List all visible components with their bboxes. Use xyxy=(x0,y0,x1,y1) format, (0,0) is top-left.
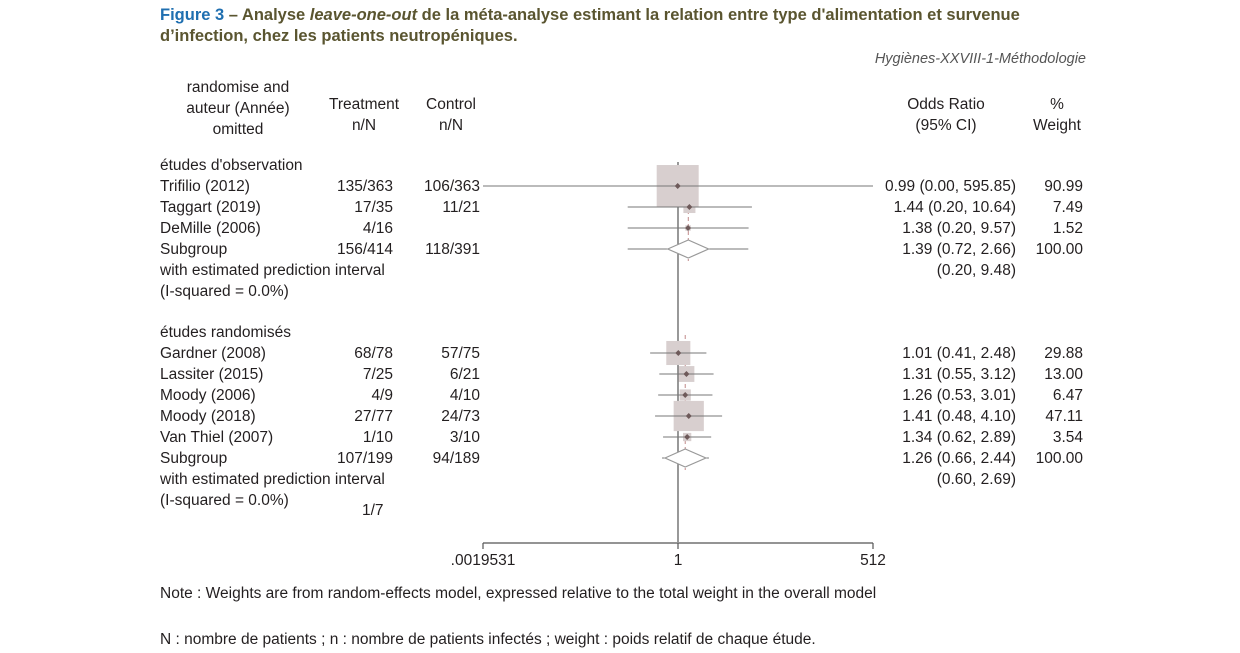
title-line2: d’infection, chez les patients neutropén… xyxy=(160,27,518,45)
study-weight: 7.49 xyxy=(1052,199,1083,216)
study-point-estimate xyxy=(674,183,681,189)
prediction-interval-label: with estimated prediction interval xyxy=(160,262,385,279)
study-control: 11/21 xyxy=(442,199,480,216)
header-treatment: Treatment n/N xyxy=(318,94,410,136)
study-treatment: 4/16 xyxy=(362,220,393,237)
header-control-line2: n/N xyxy=(438,117,464,134)
title-italic: leave-one-out xyxy=(309,6,418,24)
study-point-estimate xyxy=(685,225,692,231)
subgroup-control: 118/391 xyxy=(425,241,480,258)
study-point-estimate xyxy=(685,413,692,419)
study-or: 1.44 (0.20, 10.64) xyxy=(893,199,1016,216)
header-odds-ratio: Odds Ratio (95% CI) xyxy=(896,94,996,136)
header-study: randomise and auteur (Année) omitted xyxy=(168,77,308,140)
study-name: Taggart (2019) xyxy=(160,199,261,216)
weights-note: Note : Weights are from random-effects m… xyxy=(160,585,877,602)
study-name: Lassiter (2015) xyxy=(160,366,264,383)
x-axis-tick-label: 1 xyxy=(674,552,683,569)
study-control: 3/10 xyxy=(449,429,480,446)
study-point-estimate xyxy=(686,204,693,210)
study-weight: 90.99 xyxy=(1044,178,1083,195)
header-control-line1: Control xyxy=(426,96,476,113)
study-or: 1.41 (0.48, 4.10) xyxy=(902,408,1016,425)
header-weight: % Weight xyxy=(1024,94,1090,136)
i-squared: (I-squared = 0.0%) xyxy=(160,492,289,509)
study-name: Trifilio (2012) xyxy=(160,178,250,195)
study-control: 106/363 xyxy=(423,178,480,195)
study-or: 1.38 (0.20, 9.57) xyxy=(902,220,1016,237)
study-treatment: 4/9 xyxy=(371,387,393,404)
study-weight: 3.54 xyxy=(1052,429,1083,446)
source-credit: Hygiènes-XXVIII-1-Méthodologie xyxy=(874,51,1086,67)
subgroup-treatment: 107/199 xyxy=(336,450,393,467)
study-name: Gardner (2008) xyxy=(160,345,266,362)
subgroup-diamond xyxy=(666,239,711,259)
study-treatment: 135/363 xyxy=(336,178,393,195)
study-control: 24/73 xyxy=(441,408,480,425)
study-name: Moody (2018) xyxy=(160,408,256,425)
study-point-estimate xyxy=(682,392,689,398)
study-control: 4/10 xyxy=(449,387,480,404)
header-treatment-line2: n/N xyxy=(351,117,377,134)
study-weight: 13.00 xyxy=(1044,366,1083,383)
header-control: Control n/N xyxy=(414,94,488,136)
study-weight: 1.52 xyxy=(1052,220,1083,237)
group-label-randomised: études randomisés xyxy=(160,324,291,341)
subgroup-control: 94/189 xyxy=(432,450,480,467)
subgroup-weight: 100.00 xyxy=(1035,241,1083,258)
header-study-line1: randomise and xyxy=(186,79,290,96)
study-treatment: 27/77 xyxy=(354,408,393,425)
study-weight: 6.47 xyxy=(1052,387,1083,404)
study-name: Van Thiel (2007) xyxy=(160,429,274,446)
study-name: DeMille (2006) xyxy=(160,220,261,237)
study-point-estimate xyxy=(683,371,690,377)
study-name: Moody (2006) xyxy=(160,387,256,404)
subgroup-or: 1.39 (0.72, 2.66) xyxy=(902,241,1016,258)
prediction-interval-value: (0.20, 9.48) xyxy=(936,262,1016,279)
group-label-observation: études d'observation xyxy=(160,157,303,174)
study-treatment: 17/35 xyxy=(354,199,393,216)
header-study-line2: auteur (Année) xyxy=(186,100,290,117)
i-squared: (I-squared = 0.0%) xyxy=(160,283,289,300)
study-or: 1.26 (0.53, 3.01) xyxy=(902,387,1016,404)
subgroup-name: Subgroup xyxy=(160,241,228,258)
title-sep: – xyxy=(224,6,242,24)
study-or: 0.99 (0.00, 595.85) xyxy=(885,178,1016,195)
study-point-estimate xyxy=(684,434,691,440)
study-point-estimate xyxy=(675,350,682,356)
study-control: 57/75 xyxy=(441,345,480,362)
study-treatment: 1/10 xyxy=(362,429,393,446)
study-or: 1.34 (0.62, 2.89) xyxy=(902,429,1016,446)
study-treatment: 7/25 xyxy=(362,366,393,383)
prediction-interval-value: (0.60, 2.69) xyxy=(936,471,1016,488)
header-or-line2: (95% CI) xyxy=(915,117,977,134)
x-axis-tick-label: 512 xyxy=(860,552,886,569)
figure-title: Figure 3 – Analyse leave-one-out de la m… xyxy=(160,5,1020,47)
study-weight: 29.88 xyxy=(1044,345,1083,362)
header-study-line3: omitted xyxy=(212,121,264,138)
study-weight: 47.11 xyxy=(1045,408,1083,425)
abbreviation-legend: N : nombre de patients ; n : nombre de p… xyxy=(160,631,816,648)
title-part1: Analyse xyxy=(241,6,310,24)
header-or-line1: Odds Ratio xyxy=(907,96,985,113)
subgroup-diamond xyxy=(663,448,708,468)
header-treatment-line1: Treatment xyxy=(328,96,400,113)
subgroup-treatment: 156/414 xyxy=(336,241,393,258)
study-or: 1.01 (0.41, 2.48) xyxy=(902,345,1016,362)
extra-count: 1/7 xyxy=(362,502,384,519)
header-weight-line2: Weight xyxy=(1033,117,1081,134)
figure-number: Figure 3 xyxy=(160,6,225,24)
study-or: 1.31 (0.55, 3.12) xyxy=(902,366,1016,383)
subgroup-weight: 100.00 xyxy=(1035,450,1083,467)
study-control: 6/21 xyxy=(449,366,480,383)
prediction-interval-label: with estimated prediction interval xyxy=(160,471,385,488)
x-axis-tick-label: .0019531 xyxy=(451,552,516,569)
header-weight-line1: % xyxy=(1050,96,1064,113)
subgroup-or: 1.26 (0.66, 2.44) xyxy=(902,450,1016,467)
study-treatment: 68/78 xyxy=(354,345,393,362)
title-part2: de la méta-analyse estimant la relation … xyxy=(417,6,1020,24)
subgroup-name: Subgroup xyxy=(160,450,228,467)
